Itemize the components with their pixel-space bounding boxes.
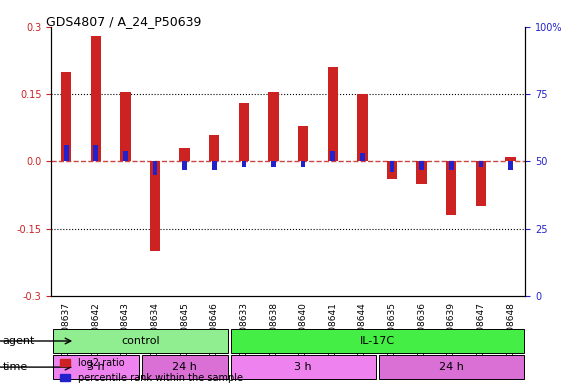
Bar [239,103,249,161]
Bar [91,36,101,161]
Bar [298,126,308,161]
FancyBboxPatch shape [231,355,376,379]
Bar [387,161,397,179]
FancyBboxPatch shape [53,355,139,379]
Bar [360,153,365,161]
Bar [331,151,335,161]
Bar [357,94,368,161]
Text: 24 h: 24 h [172,362,197,372]
Bar [389,161,395,172]
Bar [94,145,98,161]
Text: IL-17C: IL-17C [360,336,395,346]
Legend: log2 ratio, percentile rank within the sample: log2 ratio, percentile rank within the s… [57,354,247,384]
FancyBboxPatch shape [231,329,524,353]
Bar [64,145,69,161]
Bar [449,161,453,170]
Bar [508,161,513,170]
Text: control: control [121,336,159,346]
Bar [419,161,424,170]
Bar [242,161,246,167]
Text: 3 h: 3 h [87,362,104,372]
FancyBboxPatch shape [379,355,524,379]
Bar [123,151,128,161]
Bar [271,161,276,167]
Bar [61,72,71,161]
Text: time: time [3,362,28,372]
Bar [152,161,158,175]
Bar [476,161,486,206]
Text: 24 h: 24 h [439,362,464,372]
Bar [505,157,516,161]
Bar [416,161,427,184]
Bar [301,161,305,167]
Bar [212,161,216,170]
Bar [179,148,190,161]
Bar [268,92,279,161]
Text: 3 h: 3 h [295,362,312,372]
Bar [150,161,160,251]
FancyBboxPatch shape [142,355,228,379]
Text: GDS4807 / A_24_P50639: GDS4807 / A_24_P50639 [46,15,201,28]
Bar [182,161,187,170]
FancyBboxPatch shape [53,329,228,353]
Bar [120,92,131,161]
Bar [328,67,338,161]
Bar [478,161,483,167]
Bar [209,134,219,161]
Bar [446,161,456,215]
Text: agent: agent [3,336,35,346]
